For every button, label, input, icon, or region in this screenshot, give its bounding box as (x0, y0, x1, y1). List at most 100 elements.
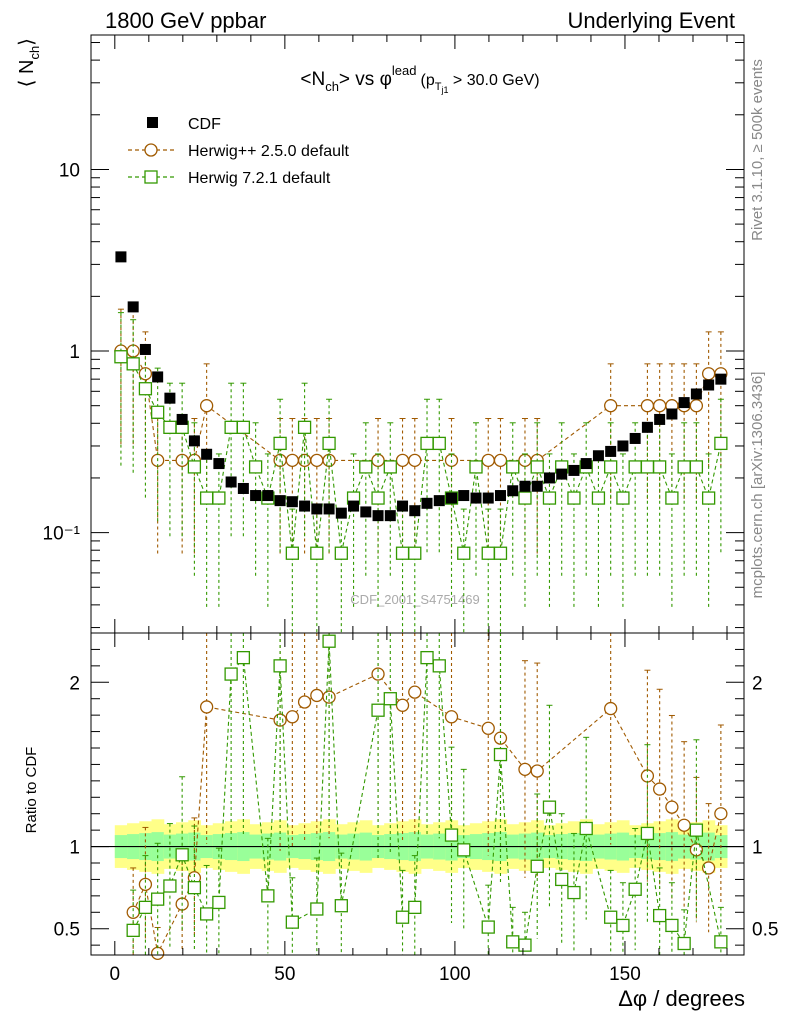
ratio-herwig7-point (334, 899, 348, 913)
herwig7-point (616, 491, 630, 505)
ratio-herwigpp-point (653, 782, 667, 796)
herwig7-point (665, 491, 679, 505)
herwigpp-point (481, 453, 495, 468)
cdf-point (213, 458, 225, 470)
ratio-herwig7-point (481, 920, 495, 934)
herwig7-point (114, 350, 128, 364)
cdf-point (225, 476, 237, 488)
cdf-point (605, 445, 617, 457)
ratio-herwigpp-point (285, 710, 299, 724)
ratio-herwig7-point (493, 747, 508, 762)
ratio-herwig7-point (175, 848, 189, 862)
ratio-herwig7-point (261, 889, 275, 903)
herwigpp-point (310, 453, 324, 468)
ratio-herwig7-point (126, 923, 140, 938)
ratio-herwigpp-point (408, 685, 422, 699)
herwigpp-point (689, 399, 704, 413)
main-series (114, 251, 728, 633)
legend-label-herwig7: Herwig 7.2.1 default (188, 170, 331, 187)
ratio-herwig7-point (224, 667, 238, 681)
herwig7-point (383, 460, 397, 474)
herwig7-point (310, 546, 324, 560)
herwig7-point (493, 546, 508, 560)
herwig7-point (469, 460, 483, 474)
cdf-point (372, 510, 384, 522)
ratio-herwigpp-point (493, 731, 508, 745)
ratio-herwigpp-point (444, 710, 459, 724)
cdf-point (360, 506, 372, 518)
ratio-herwig7-point (665, 918, 679, 933)
ratio-herwig7-point (653, 908, 667, 923)
herwig7-line (120, 356, 722, 554)
y-tick-label-ratio-right: 2 (752, 673, 763, 694)
herwig7-point (138, 382, 153, 396)
ratio-herwig7-point (579, 821, 593, 836)
ratio-herwigpp-point (310, 688, 324, 703)
herwigpp-point (640, 399, 655, 413)
cdf-point (446, 492, 458, 504)
cdf-point (654, 413, 666, 425)
cdf-point (507, 485, 519, 497)
rivet-label: Rivet 3.1.10, ≥ 500k events (749, 59, 766, 241)
y-tick-label-ratio-right: 1 (752, 838, 763, 859)
y-tick-label-main: 10⁻¹ (43, 524, 81, 545)
herwig7-point (701, 491, 716, 505)
cdf-point (299, 500, 311, 512)
ratio-herwig7-point (506, 935, 520, 949)
ratio-herwig7-point (689, 823, 704, 837)
y-axis-label-main-close: ⟩ (16, 38, 38, 46)
herwig7-point (457, 546, 471, 560)
herwig7-point (408, 546, 422, 560)
ratio-herwig7-point (567, 885, 581, 900)
title-cut-suffix: > 30.0 GeV) (448, 72, 539, 89)
herwig7-point (126, 357, 140, 371)
herwig7-point (591, 491, 606, 505)
cdf-point (666, 408, 678, 420)
main-axis-ticks: 10⁻¹ 1 10 (43, 35, 744, 633)
herwig7-point (481, 546, 495, 560)
cdf-point (311, 503, 323, 515)
herwig7-point (506, 460, 520, 474)
herwigpp-point (604, 399, 618, 413)
cdf-point (641, 421, 653, 433)
ratio-herwig7-point (199, 907, 214, 921)
cdf-point (139, 343, 151, 355)
herwig7-point (285, 546, 299, 560)
ratio-herwigpp-point (530, 764, 544, 778)
legend-marker-cdf (147, 117, 158, 128)
herwigpp-point (285, 453, 299, 468)
legend-marker-herwig7 (144, 170, 158, 184)
mcplots-label: mcplots.cern.ch [arXiv:1306.3436] (749, 372, 766, 599)
ratio-panel: 0 50 100 150 0.5 0.5 1 1 2 2 Ratio to CDF Δφ / de… (23, 632, 778, 1011)
cdf-point (433, 495, 445, 507)
title-main: <N (300, 69, 325, 90)
ratio-herwig7-point (420, 650, 434, 665)
cdf-point (494, 490, 506, 502)
herwig7-point (604, 460, 618, 474)
ratio-herwig7-point (714, 935, 728, 949)
herwig7-point (653, 460, 667, 474)
title-main-sub: ch (325, 79, 339, 94)
ratio-herwigpp-point (481, 721, 495, 735)
ratio-herwigpp-point (395, 698, 410, 712)
herwig7-point (199, 491, 214, 505)
herwigpp-point (138, 367, 153, 381)
herwig7-point (273, 436, 287, 451)
legend-label-cdf: CDF (188, 116, 221, 133)
cdf-point (262, 490, 274, 502)
cdf-point (250, 490, 262, 502)
cdf-point (482, 492, 494, 504)
cdf-point (127, 301, 139, 313)
cdf-point (580, 458, 592, 470)
ratio-herwigpp-point (714, 807, 728, 821)
herwig7-point (542, 491, 557, 505)
herwig7-point (212, 491, 226, 505)
ratio-herwigpp-point (604, 701, 618, 716)
ratio-axis-ticks: 0 50 100 150 0.5 0.5 1 1 2 2 (54, 633, 778, 985)
ratio-herwig7-point (604, 910, 618, 924)
legend: CDF Herwig++ 2.5.0 default Herwig 7.2.1 … (128, 116, 350, 187)
legend-marker-herwigpp (144, 143, 158, 157)
cdf-point (274, 495, 286, 507)
